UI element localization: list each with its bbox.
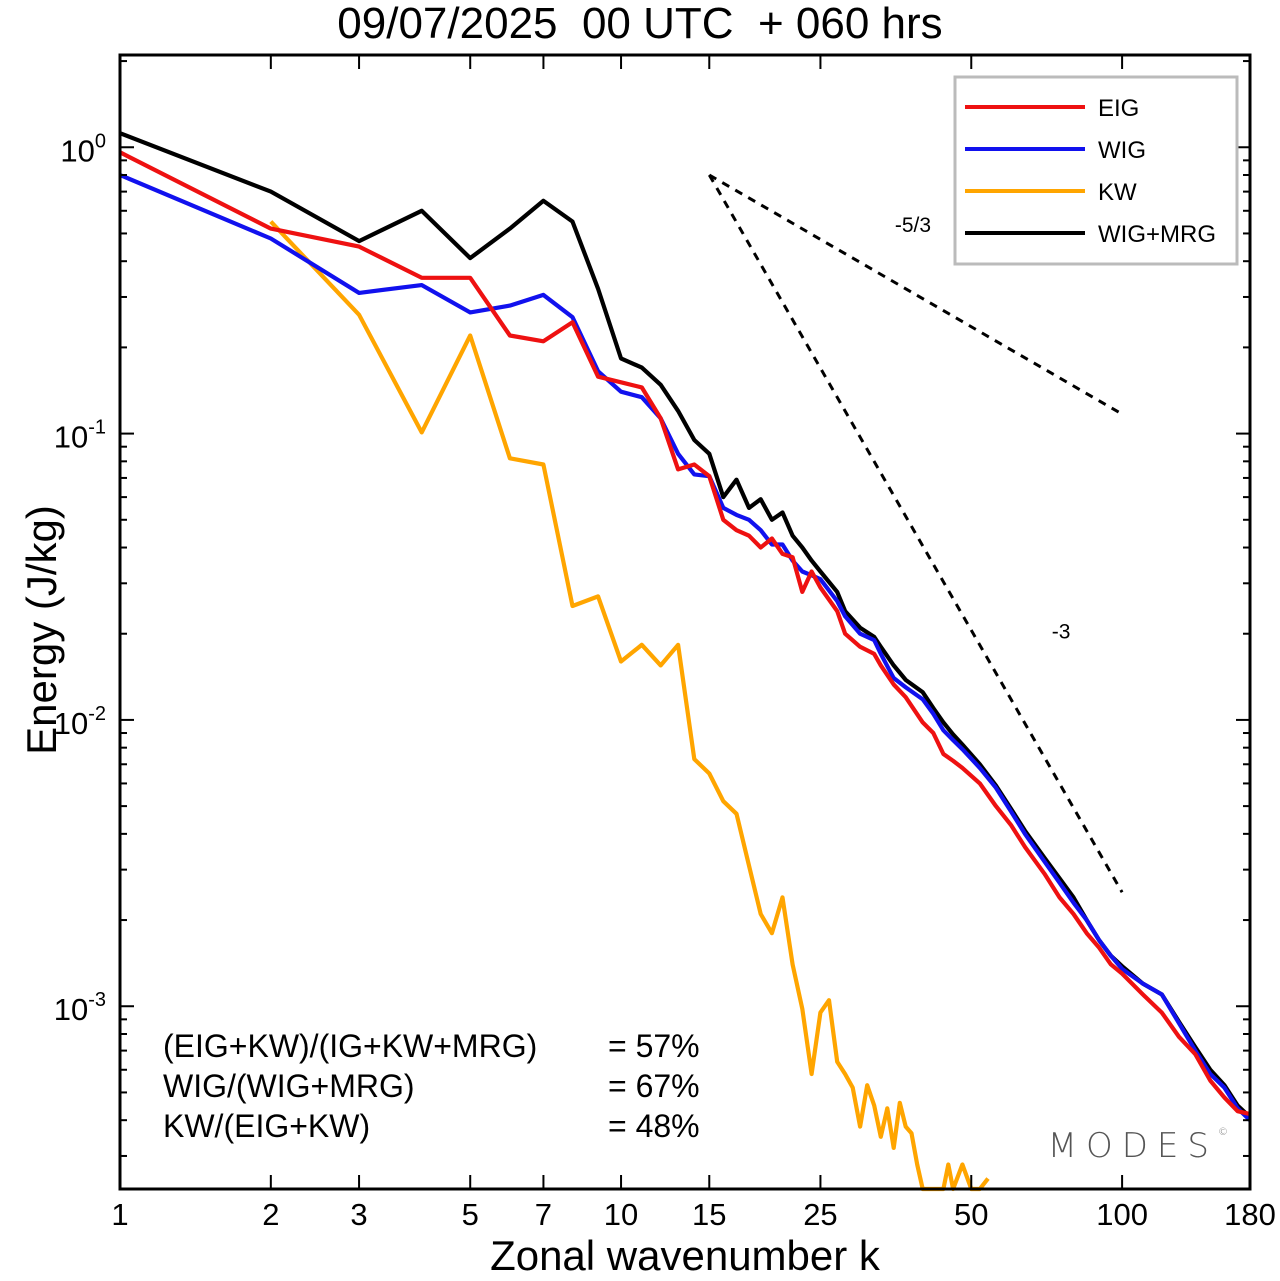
- legend-entry: KW: [1098, 179, 1137, 206]
- stat-value: = 67%: [608, 1068, 700, 1104]
- x-tick-label: 3: [350, 1197, 367, 1232]
- copyright-mark: ©: [1218, 1127, 1228, 1138]
- x-tick-label: 25: [803, 1197, 837, 1232]
- x-tick-label: 7: [535, 1197, 552, 1232]
- stat-label: WIG/(WIG+MRG): [163, 1068, 415, 1104]
- legend-entry: WIG: [1098, 137, 1146, 164]
- y-tick-label: 10-3: [54, 989, 106, 1027]
- y-tick-label: 10-2: [54, 703, 106, 741]
- legend-entry: EIG: [1098, 95, 1139, 122]
- stat-label: KW/(EIG+KW): [163, 1108, 371, 1144]
- stat-value: = 48%: [608, 1108, 700, 1144]
- x-tick-label: 5: [462, 1197, 479, 1232]
- stat-row-eig-kw: (EIG+KW)/(IG+KW+MRG) = 57%: [163, 1026, 700, 1066]
- stat-row-wig: WIG/(WIG+MRG) = 67%: [163, 1066, 700, 1106]
- plot-frame: [118, 53, 1252, 1191]
- stat-value: = 57%: [608, 1028, 700, 1064]
- y-axis-label: Energy (J/kg): [18, 505, 65, 755]
- slope-label: -5/3: [895, 214, 931, 237]
- brand-name: MODES: [1047, 1126, 1218, 1166]
- slope-label: -3: [1052, 620, 1071, 643]
- y-tick-label: 100: [60, 130, 106, 168]
- legend-entry: WIG+MRG: [1098, 221, 1216, 248]
- x-tick-label: 15: [692, 1197, 726, 1232]
- x-tick-label: 180: [1224, 1197, 1276, 1232]
- reference-line-minus-3: [707, 174, 1124, 894]
- x-axis-label: Zonal wavenumber k: [490, 1232, 880, 1279]
- reference-line-minus-5-3: [708, 173, 1123, 416]
- series-line-wig: [119, 173, 1252, 1122]
- legend: EIG WIG KW WIG+MRG: [953, 75, 1239, 266]
- axis-ticks: 1 2 3 5 7 10 15 25 50 100 180 100 10-1 10-2 10-3: [54, 55, 1276, 1232]
- x-tick-label: 10: [604, 1197, 638, 1232]
- stat-label: (EIG+KW)/(IG+KW+MRG): [163, 1028, 538, 1064]
- reference-slopes: -5/3 -3: [707, 173, 1124, 894]
- x-tick-label: 1: [111, 1197, 128, 1232]
- x-tick-label: 50: [954, 1197, 988, 1232]
- stat-row-kw: KW/(EIG+KW) = 48%: [163, 1106, 700, 1146]
- y-tick-label: 10-1: [54, 417, 106, 455]
- x-tick-label: 2: [262, 1197, 279, 1232]
- series-line-wig-plus-mrg: [119, 131, 1252, 1119]
- x-tick-label: 100: [1096, 1197, 1148, 1232]
- chart-title: 09/07/2025 00 UTC + 060 hrs: [337, 0, 943, 48]
- modes-logo: MODES©: [1048, 1126, 1228, 1166]
- ratio-stats: (EIG+KW)/(IG+KW+MRG) = 57% WIG/(WIG+MRG)…: [163, 1026, 700, 1146]
- series-line-eig: [119, 150, 1251, 1117]
